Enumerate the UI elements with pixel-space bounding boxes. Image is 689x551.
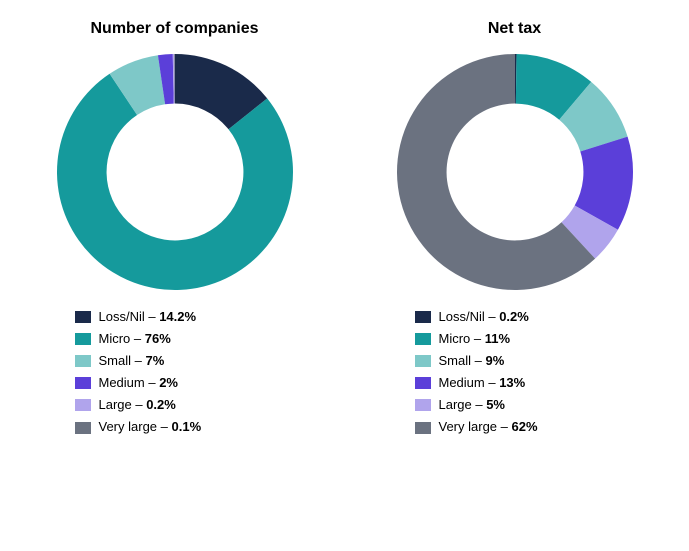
- legend-item-net_tax-loss_nil: Loss/Nil – 0.2%: [415, 306, 538, 328]
- legend-item-companies-large: Large – 0.2%: [75, 394, 202, 416]
- donut-companies: [55, 52, 295, 292]
- legend-label-net_tax-very_large: Very large –: [439, 416, 512, 438]
- legend-label-net_tax-large: Large –: [439, 394, 487, 416]
- legend-label-companies-medium: Medium –: [99, 372, 160, 394]
- legend-label-net_tax-micro: Micro –: [439, 328, 485, 350]
- swatch-small: [415, 355, 431, 367]
- legend-value-companies-large: 0.2%: [146, 394, 176, 416]
- legend-item-net_tax-medium: Medium – 13%: [415, 372, 538, 394]
- legend-value-net_tax-large: 5%: [486, 394, 505, 416]
- legend-label-net_tax-small: Small –: [439, 350, 486, 372]
- legend-label-net_tax-medium: Medium –: [439, 372, 500, 394]
- swatch-medium: [75, 377, 91, 389]
- swatch-loss_nil: [75, 311, 91, 323]
- legend-item-companies-very_large: Very large – 0.1%: [75, 416, 202, 438]
- swatch-very_large: [415, 422, 431, 434]
- legend-item-companies-small: Small – 7%: [75, 350, 202, 372]
- legend-value-net_tax-medium: 13%: [499, 372, 525, 394]
- legend-label-companies-very_large: Very large –: [99, 416, 172, 438]
- legend-label-companies-large: Large –: [99, 394, 147, 416]
- legend-item-net_tax-small: Small – 9%: [415, 350, 538, 372]
- swatch-very_large: [75, 422, 91, 434]
- legend-net_tax: Loss/Nil – 0.2%Micro – 11%Small – 9%Medi…: [415, 306, 538, 439]
- legend-value-net_tax-loss_nil: 0.2%: [499, 306, 529, 328]
- legend-value-net_tax-small: 9%: [485, 350, 504, 372]
- legend-item-net_tax-large: Large – 5%: [415, 394, 538, 416]
- swatch-micro: [415, 333, 431, 345]
- swatch-large: [415, 399, 431, 411]
- swatch-micro: [75, 333, 91, 345]
- legend-value-companies-micro: 76%: [145, 328, 171, 350]
- chart-net_tax-title: Net tax: [488, 20, 541, 38]
- legend-value-net_tax-micro: 11%: [485, 328, 510, 350]
- legend-label-net_tax-loss_nil: Loss/Nil –: [439, 306, 500, 328]
- legend-item-net_tax-very_large: Very large – 62%: [415, 416, 538, 438]
- swatch-medium: [415, 377, 431, 389]
- legend-value-companies-very_large: 0.1%: [172, 416, 202, 438]
- swatch-loss_nil: [415, 311, 431, 323]
- chart-companies: Number of companiesLoss/Nil – 14.2%Micro…: [35, 20, 315, 439]
- legend-item-companies-micro: Micro – 76%: [75, 328, 202, 350]
- donut-net_tax: [395, 52, 635, 292]
- chart-companies-title: Number of companies: [90, 20, 258, 38]
- legend-label-companies-loss_nil: Loss/Nil –: [99, 306, 160, 328]
- charts-row: Number of companiesLoss/Nil – 14.2%Micro…: [20, 20, 669, 439]
- chart-net_tax: Net taxLoss/Nil – 0.2%Micro – 11%Small –…: [375, 20, 655, 439]
- legend-companies: Loss/Nil – 14.2%Micro – 76%Small – 7%Med…: [75, 306, 202, 439]
- legend-label-companies-micro: Micro –: [99, 328, 145, 350]
- swatch-large: [75, 399, 91, 411]
- legend-label-companies-small: Small –: [99, 350, 146, 372]
- legend-item-companies-medium: Medium – 2%: [75, 372, 202, 394]
- legend-value-companies-loss_nil: 14.2%: [159, 306, 196, 328]
- legend-item-net_tax-micro: Micro – 11%: [415, 328, 538, 350]
- legend-value-companies-medium: 2%: [159, 372, 178, 394]
- slice-companies-micro: [57, 74, 293, 290]
- legend-item-companies-loss_nil: Loss/Nil – 14.2%: [75, 306, 202, 328]
- legend-value-net_tax-very_large: 62%: [512, 416, 538, 438]
- swatch-small: [75, 355, 91, 367]
- legend-value-companies-small: 7%: [145, 350, 164, 372]
